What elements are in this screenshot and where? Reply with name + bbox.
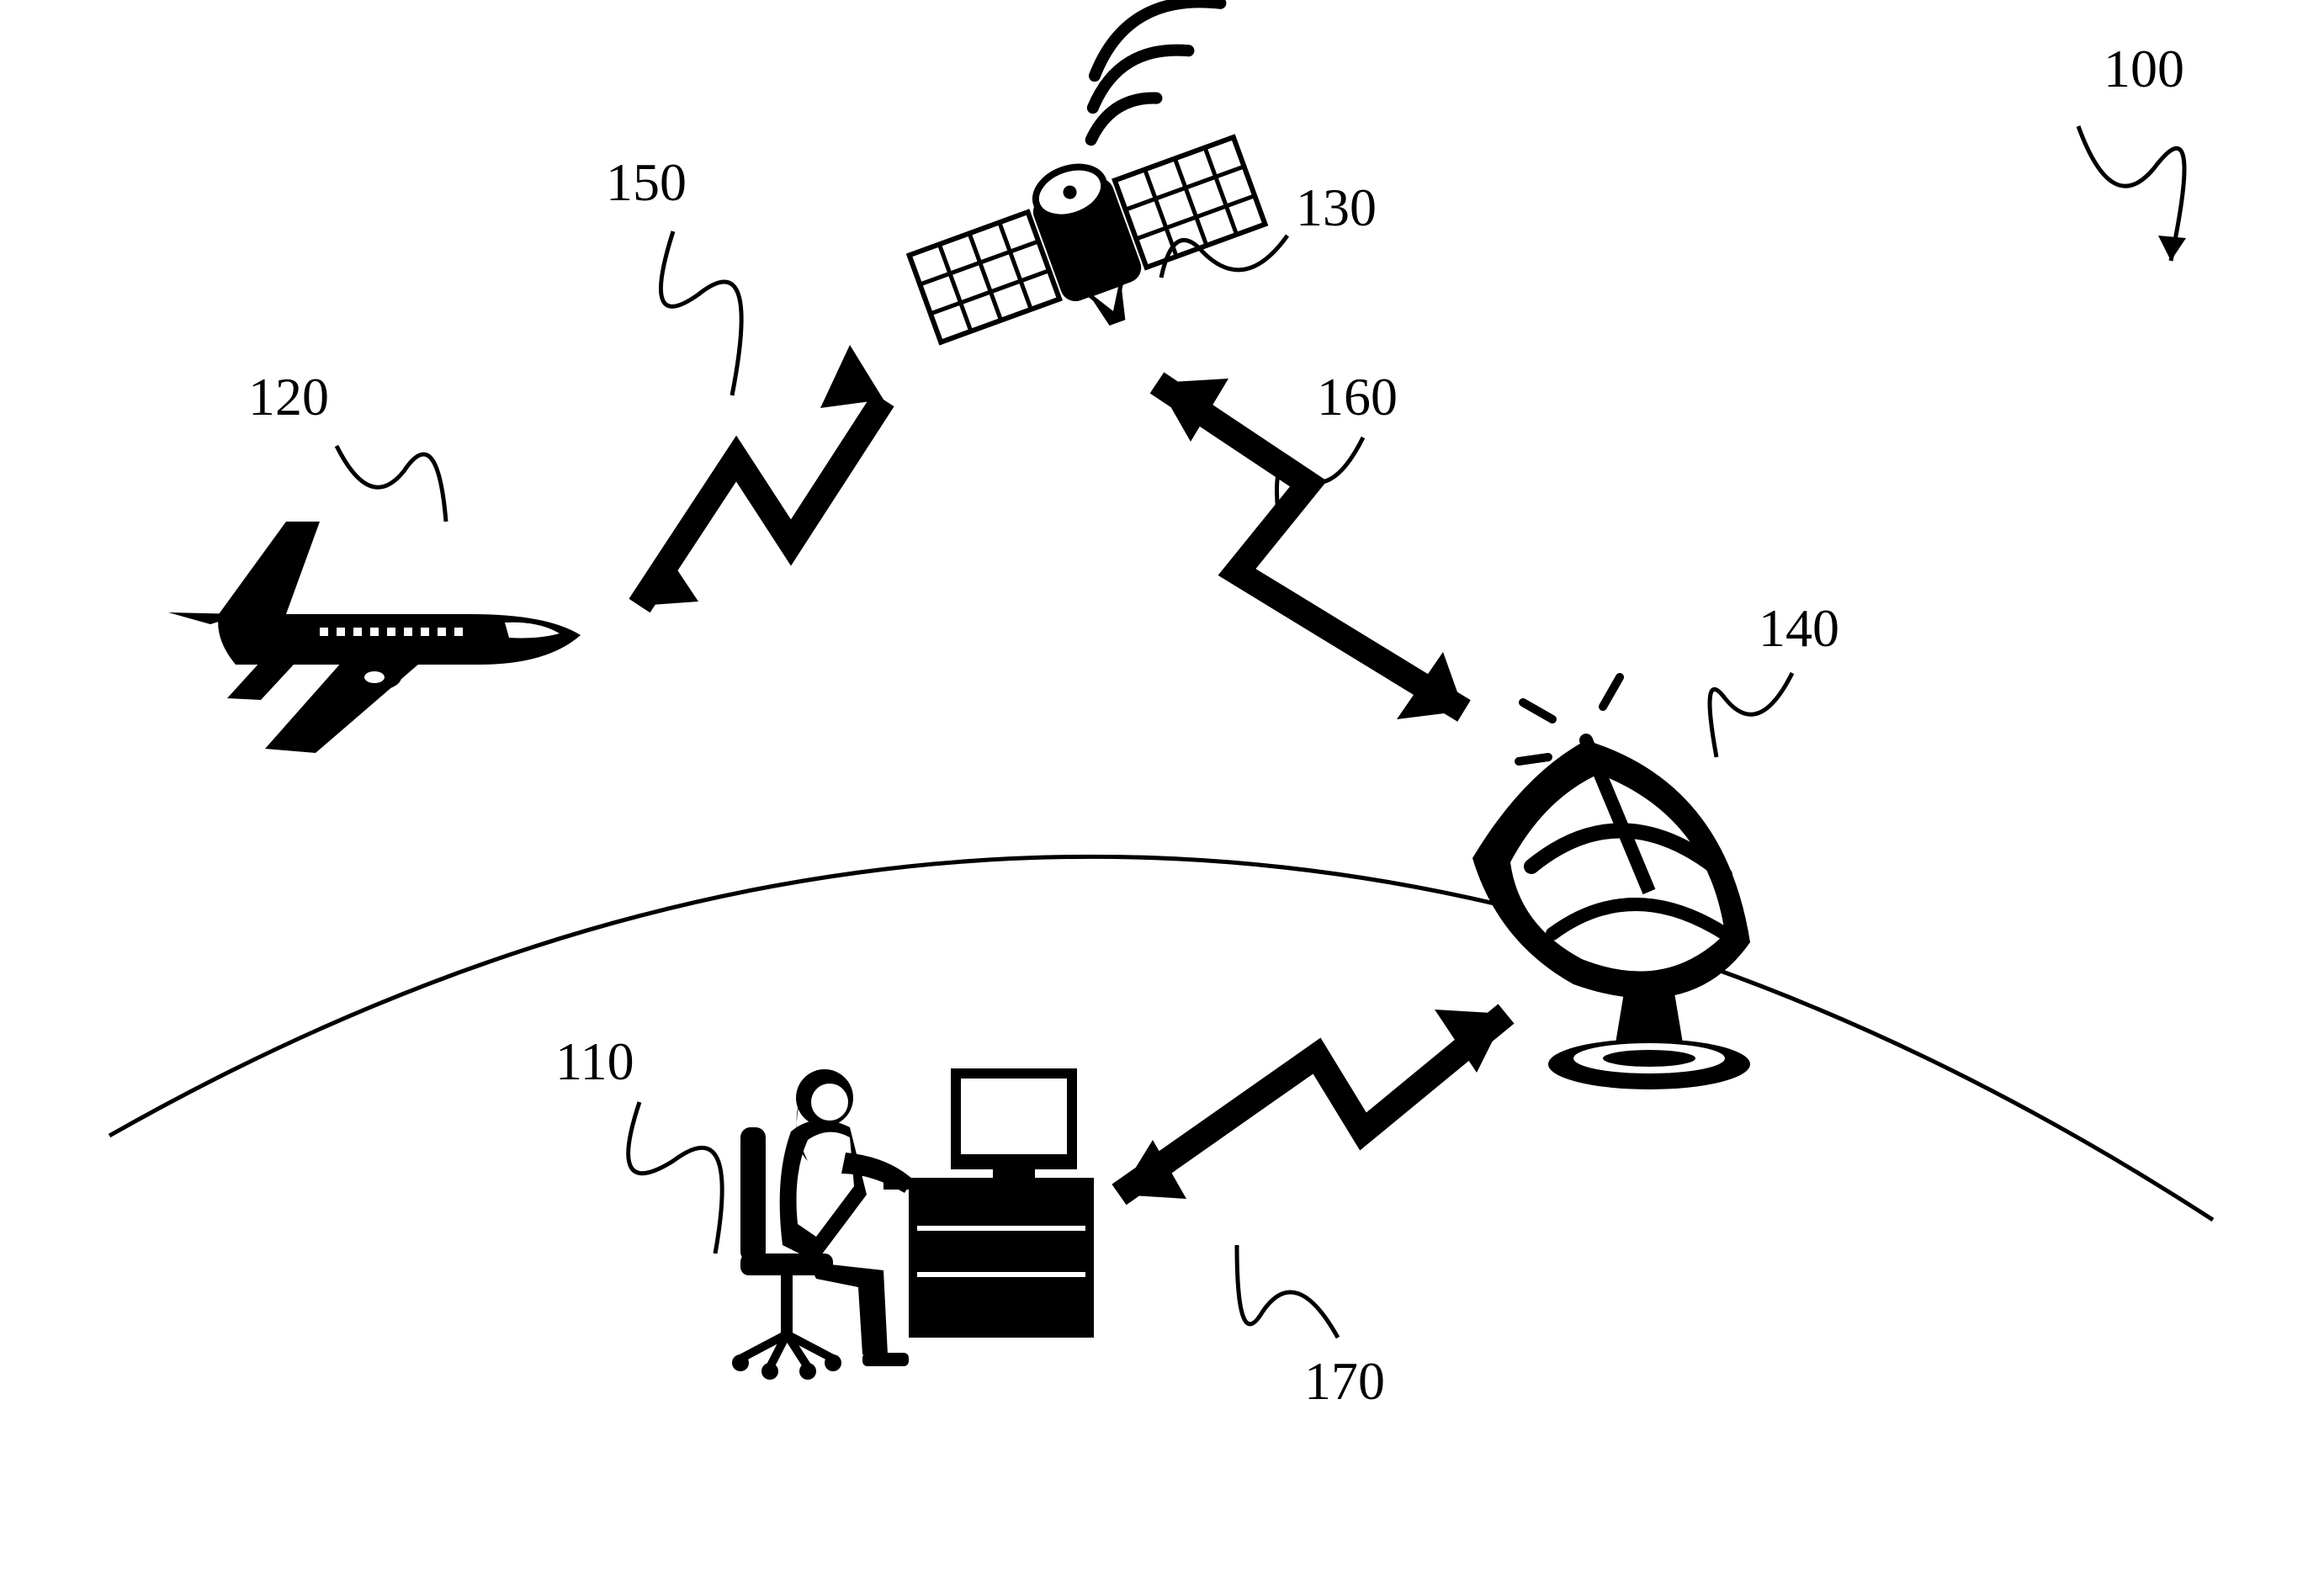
label-100: 100 — [2104, 38, 2184, 100]
label-150: 150 — [606, 151, 687, 214]
diagram-canvas: 100 110 120 130 140 150 160 170 — [0, 0, 2324, 1590]
satellite-icon — [859, 0, 1311, 382]
zigzag-arrow-160 — [1157, 379, 1464, 719]
label-140: 140 — [1759, 597, 1839, 660]
label-170: 170 — [1304, 1350, 1385, 1412]
leader-lines — [337, 126, 2186, 1338]
diagram-svg — [0, 0, 2324, 1590]
zigzag-arrow-150 — [639, 345, 883, 606]
label-160: 160 — [1317, 366, 1398, 428]
dish-icon — [1472, 677, 1750, 1089]
label-110: 110 — [555, 1031, 634, 1093]
label-120: 120 — [248, 366, 329, 428]
label-130: 130 — [1296, 177, 1377, 239]
zigzag-arrow-170 — [1119, 1010, 1506, 1199]
airplane-icon — [168, 522, 581, 753]
person-desk-icon — [732, 1068, 1094, 1380]
